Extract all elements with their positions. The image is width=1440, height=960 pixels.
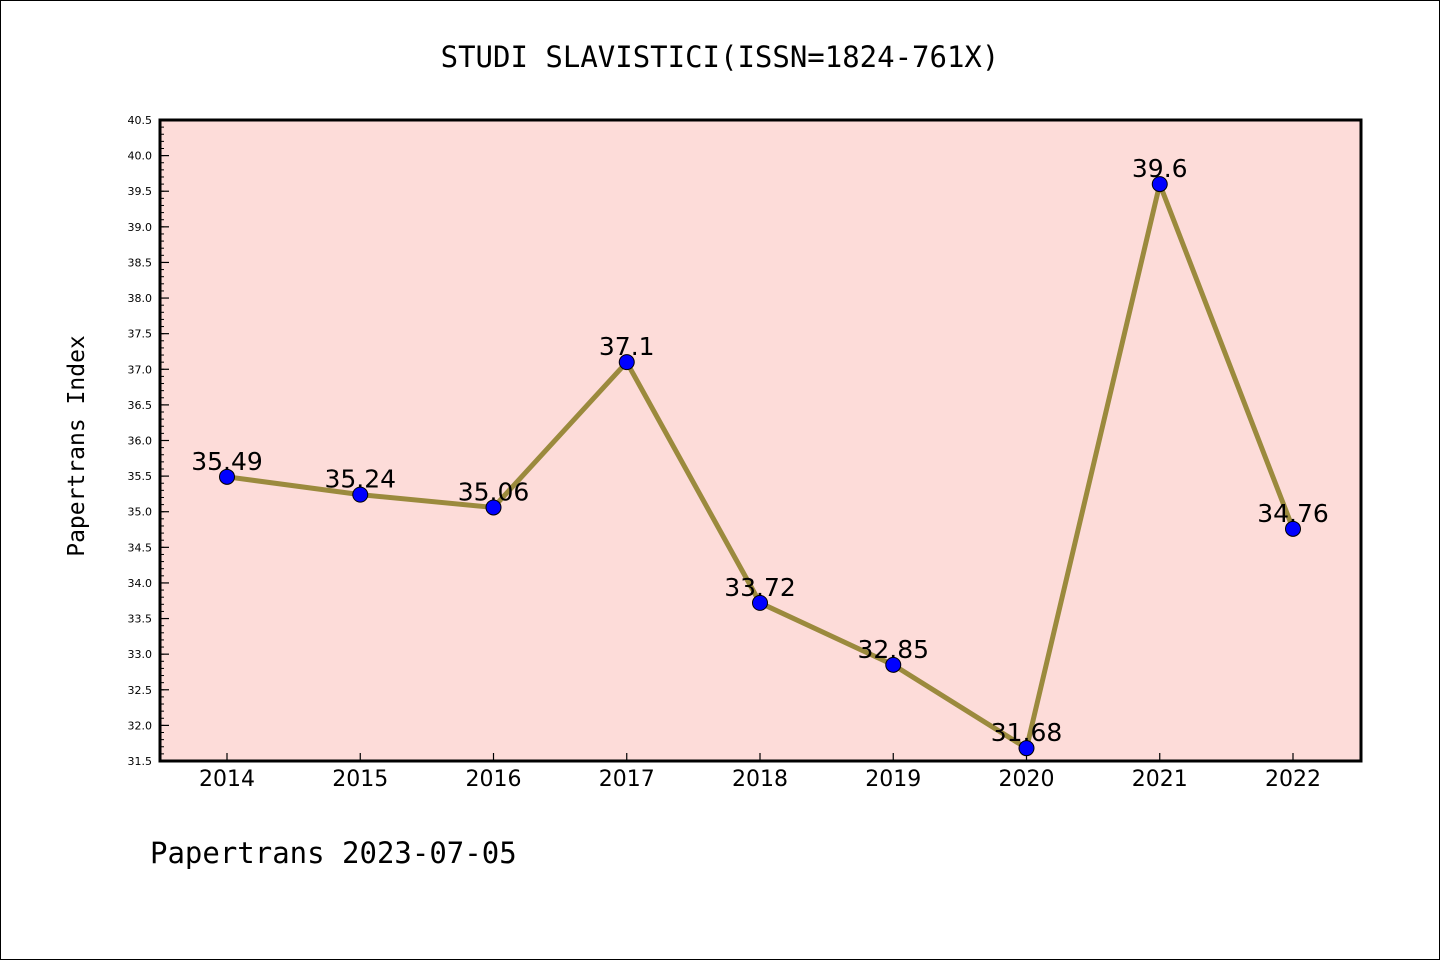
y-tick-label: 38.5 bbox=[128, 256, 153, 269]
data-label: 39.6 bbox=[1132, 154, 1188, 183]
chart-title: STUDI SLAVISTICI(ISSN=1824-761X) bbox=[441, 40, 1000, 74]
data-label: 32.85 bbox=[857, 635, 929, 664]
data-point bbox=[885, 656, 902, 673]
data-labels: 35.49 35.24 35.06 37.1 33.72 32.85 31.68 39.6 34… bbox=[191, 154, 1329, 747]
y-tick-label: 36.5 bbox=[128, 399, 153, 412]
data-label: 35.49 bbox=[191, 447, 263, 476]
x-tick-label: 2016 bbox=[466, 767, 522, 792]
data-point bbox=[1285, 520, 1301, 537]
y-tick-label: 33.5 bbox=[128, 613, 153, 626]
data-label: 35.06 bbox=[458, 477, 530, 506]
data-label: 35.24 bbox=[324, 465, 396, 494]
footer-text: Papertrans 2023-07-05 bbox=[150, 836, 517, 870]
x-tick-label: 2014 bbox=[199, 767, 255, 792]
x-tick-label: 2015 bbox=[332, 767, 388, 792]
y-tick-label: 35.0 bbox=[128, 506, 153, 519]
y-tick-label: 36.0 bbox=[128, 435, 153, 448]
data-point bbox=[1151, 176, 1168, 193]
data-label: 33.72 bbox=[724, 573, 796, 602]
data-point bbox=[1018, 740, 1035, 757]
y-tick-label: 38.0 bbox=[128, 292, 153, 305]
y-tick-label: 39.0 bbox=[128, 221, 153, 234]
y-tick-label: 32.0 bbox=[128, 719, 153, 732]
y-tick-label: 40.5 bbox=[128, 114, 153, 127]
y-axis-ticks: 31.5 32.0 32.5 33.0 33.5 34.0 34.5 35.0 35.5 36.0… bbox=[128, 114, 169, 768]
data-point bbox=[485, 499, 502, 516]
data-point bbox=[352, 486, 369, 503]
x-tick-label: 2019 bbox=[865, 767, 921, 792]
y-tick-label: 39.5 bbox=[128, 185, 153, 198]
y-tick-label: 34.0 bbox=[128, 577, 153, 590]
data-label: 31.68 bbox=[991, 718, 1063, 747]
y-tick-label: 31.5 bbox=[128, 755, 153, 768]
data-label: 34.76 bbox=[1257, 499, 1329, 528]
y-tick-label: 37.0 bbox=[128, 363, 153, 376]
data-point bbox=[752, 594, 768, 611]
data-point bbox=[219, 468, 235, 485]
data-point bbox=[618, 354, 635, 371]
y-tick-label: 35.5 bbox=[128, 470, 153, 483]
y-tick-label: 40.0 bbox=[128, 150, 153, 163]
y-axis-label: Papertrans Index bbox=[64, 335, 90, 557]
plot-border bbox=[158, 118, 1363, 763]
y-tick-label: 32.5 bbox=[128, 684, 153, 697]
data-label: 37.1 bbox=[599, 332, 655, 361]
y-tick-label: 33.0 bbox=[128, 648, 153, 661]
x-tick-label: 2018 bbox=[732, 767, 788, 792]
plot-area bbox=[160, 120, 1361, 761]
x-axis-ticks: 2014 2015 2016 2017 2018 2019 2020 2021 2022 bbox=[199, 753, 1321, 792]
x-tick-label: 2021 bbox=[1132, 767, 1188, 792]
x-tick-label: 2022 bbox=[1265, 767, 1321, 792]
x-tick-label: 2017 bbox=[599, 767, 655, 792]
y-tick-label: 37.5 bbox=[128, 328, 153, 341]
x-tick-label: 2020 bbox=[999, 767, 1055, 792]
y-tick-label: 34.5 bbox=[128, 541, 153, 554]
data-markers bbox=[219, 176, 1301, 757]
